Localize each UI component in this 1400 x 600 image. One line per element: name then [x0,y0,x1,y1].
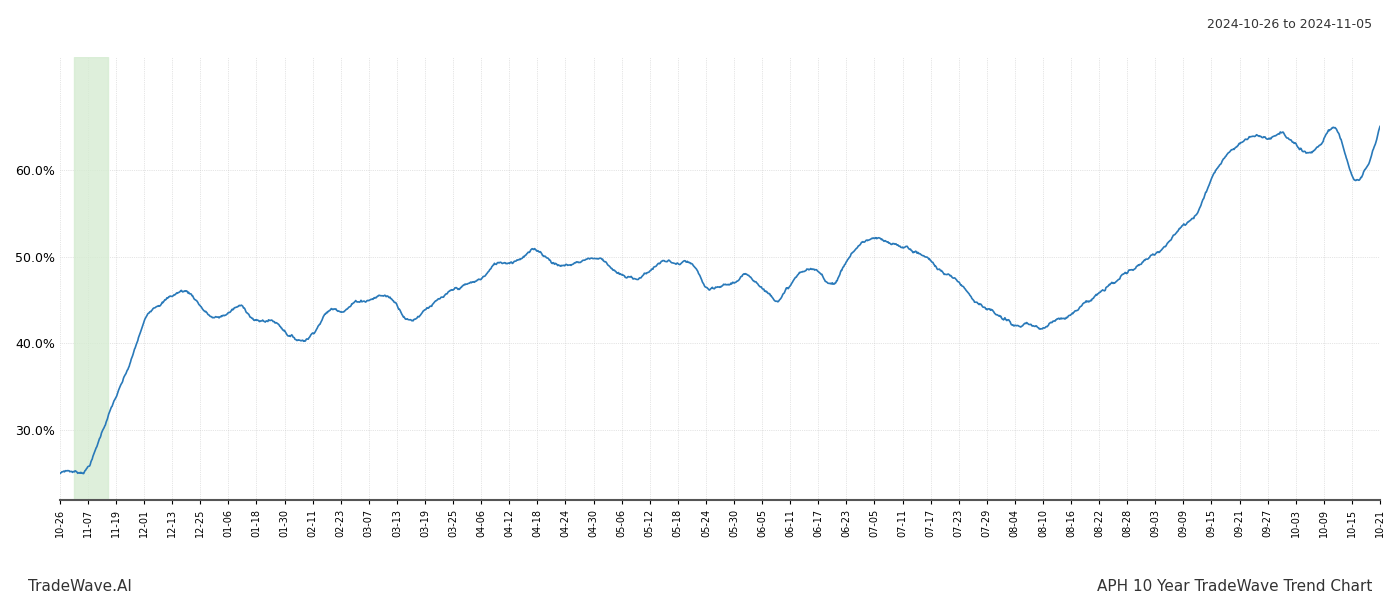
Bar [74,57,108,500]
Text: APH 10 Year TradeWave Trend Chart: APH 10 Year TradeWave Trend Chart [1096,579,1372,594]
Text: TradeWave.AI: TradeWave.AI [28,579,132,594]
Text: 2024-10-26 to 2024-11-05: 2024-10-26 to 2024-11-05 [1207,18,1372,31]
